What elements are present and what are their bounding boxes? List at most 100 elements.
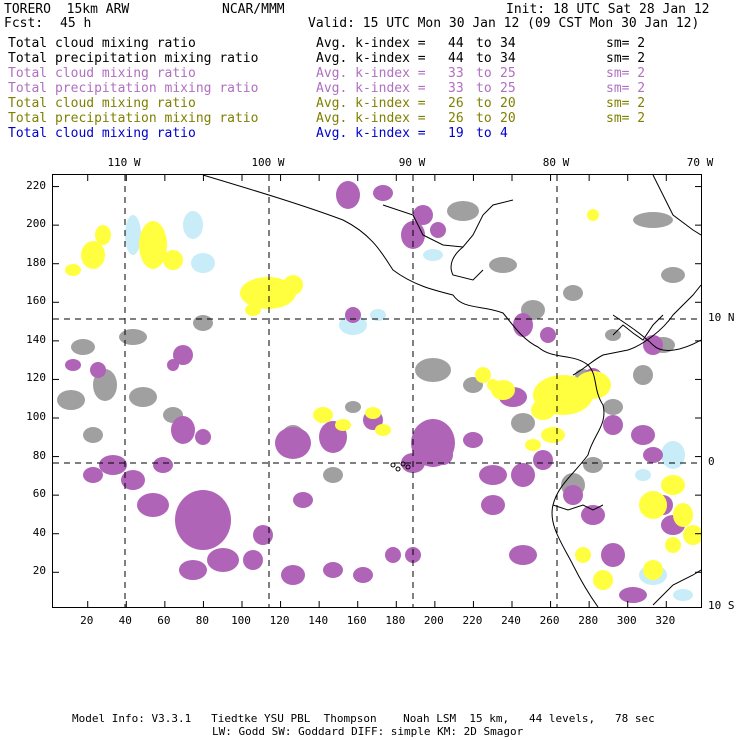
legend-field: Total precipitation mixing ratio <box>8 81 259 96</box>
lon-label: 110 W <box>107 156 141 169</box>
legend-sm: sm= 2 <box>606 36 646 51</box>
y-tick-label: 220 <box>26 178 46 192</box>
gray-cloud-area <box>193 315 213 331</box>
map-canvas <box>53 175 701 607</box>
coastline <box>450 246 484 281</box>
purple-cloud-area <box>281 565 305 585</box>
gray-cloud-area <box>661 267 685 283</box>
lightblue-cloud-area <box>673 589 693 601</box>
gray-cloud-area <box>71 339 95 355</box>
x-tick-label: 220 <box>462 614 483 627</box>
purple-cloud-area <box>619 587 647 603</box>
yellow-cloud-area <box>575 371 611 399</box>
lon-label: 100 W <box>251 156 285 169</box>
x-tick-label: 260 <box>539 614 560 627</box>
legend-from: 26 <box>448 111 464 126</box>
gray-cloud-area <box>415 358 451 382</box>
x-tick-label: 160 <box>346 614 367 627</box>
yellow-cloud-area <box>240 277 296 309</box>
purple-cloud-area <box>167 359 179 371</box>
purple-cloud-area <box>353 567 373 583</box>
purple-cloud-area <box>373 185 393 201</box>
yellow-cloud-area <box>587 209 599 221</box>
gray-cloud-area <box>633 212 673 228</box>
legend-index-label: Avg. k-index = <box>316 126 426 141</box>
yellow-cloud-area <box>81 241 105 269</box>
gray-cloud-area <box>563 285 583 301</box>
legend-to: 34 <box>500 36 516 51</box>
lightblue-cloud-area <box>370 309 386 321</box>
legend-to-label: to <box>476 66 492 81</box>
yellow-cloud-area <box>313 407 333 423</box>
yellow-cloud-area <box>365 407 381 419</box>
legend-index-label: Avg. k-index = <box>316 96 426 111</box>
yellow-cloud-area <box>661 475 685 495</box>
map-panel <box>52 174 702 608</box>
init-time: Init: 18 UTC Sat 28 Jan 12 <box>506 2 710 17</box>
purple-cloud-area <box>533 450 553 470</box>
legend-to: 20 <box>500 111 516 126</box>
coastline <box>572 284 701 376</box>
purple-cloud-area <box>385 547 401 563</box>
coastline <box>202 175 605 607</box>
gray-cloud-area <box>129 387 157 407</box>
y-tick-label: 160 <box>26 294 46 308</box>
purple-cloud-area <box>433 445 453 465</box>
legend-from: 44 <box>448 51 464 66</box>
legend-from: 26 <box>448 96 464 111</box>
gray-cloud-area <box>119 329 147 345</box>
legend-sm: sm= 2 <box>606 51 646 66</box>
legend-field: Total precipitation mixing ratio <box>8 51 259 66</box>
lightblue-cloud-area <box>191 253 215 273</box>
purple-cloud-area <box>90 362 106 378</box>
y-tick-label: 80 <box>32 448 46 462</box>
gray-cloud-area <box>489 257 517 273</box>
x-tick-label: 320 <box>655 614 676 627</box>
legend-index-label: Avg. k-index = <box>316 66 426 81</box>
purple-cloud-area <box>345 307 361 323</box>
gray-cloud-area <box>511 413 535 433</box>
valid-time: Valid: 15 UTC Mon 30 Jan 12 (09 CST Mon … <box>308 16 700 31</box>
legend-to-label: to <box>476 126 492 141</box>
legend-to-label: to <box>476 96 492 111</box>
purple-cloud-area <box>323 562 343 578</box>
legend-to: 25 <box>500 81 516 96</box>
legend-to-label: to <box>476 111 492 126</box>
purple-cloud-area <box>581 505 605 525</box>
yellow-cloud-area <box>639 491 667 519</box>
lat-label: 0 <box>708 455 715 468</box>
purple-cloud-area <box>253 525 273 545</box>
yellow-cloud-area <box>283 275 303 295</box>
purple-cloud-area <box>99 455 127 475</box>
island <box>390 462 396 468</box>
lon-label: 80 W <box>542 156 570 169</box>
gray-cloud-area <box>603 399 623 415</box>
yellow-cloud-area <box>375 424 391 436</box>
legend-to-label: to <box>476 36 492 51</box>
yellow-cloud-area <box>593 570 613 590</box>
legend-to: 25 <box>500 66 516 81</box>
y-tick-label: 140 <box>26 332 46 346</box>
lightblue-cloud-area <box>661 441 685 469</box>
purple-cloud-area <box>293 492 313 508</box>
model-info-line1: Model Info: V3.3.1 Tiedtke YSU PBL Thomp… <box>72 712 655 725</box>
yellow-cloud-area <box>65 264 81 276</box>
purple-cloud-area <box>153 457 173 473</box>
coastline <box>552 504 604 511</box>
coastline <box>612 314 701 351</box>
purple-cloud-area <box>207 548 239 572</box>
coastline <box>612 314 664 341</box>
y-tick-label: 20 <box>32 564 46 578</box>
purple-cloud-area <box>643 447 663 463</box>
legend-to: 20 <box>500 96 516 111</box>
purple-cloud-area <box>463 432 483 448</box>
purple-cloud-area <box>173 345 193 365</box>
gray-cloud-area <box>583 457 603 473</box>
purple-cloud-area <box>171 416 195 444</box>
purple-cloud-area <box>336 181 360 209</box>
island <box>400 461 406 467</box>
yellow-cloud-area <box>541 427 565 443</box>
purple-cloud-area <box>83 467 103 483</box>
purple-cloud-area <box>601 543 625 567</box>
y-tick-label: 100 <box>26 410 46 423</box>
